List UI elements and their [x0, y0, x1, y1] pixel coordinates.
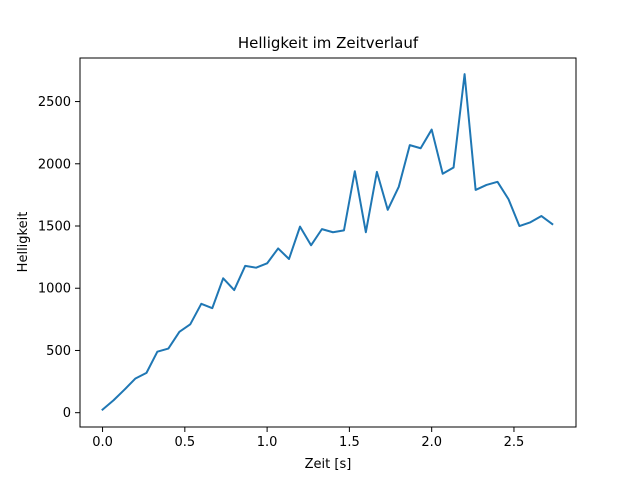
x-tick-label: 2.0 [421, 435, 442, 450]
y-tick-label: 2000 [38, 157, 71, 172]
x-tick-label: 1.5 [339, 435, 360, 450]
y-tick-label: 1000 [38, 282, 71, 297]
x-tick-label: 1.0 [257, 435, 278, 450]
y-axis-label: Helligkeit [16, 212, 31, 273]
x-tick-label: 0.0 [92, 435, 113, 450]
y-tick-label: 500 [46, 344, 71, 359]
y-tick-label: 1500 [38, 220, 71, 235]
x-tick-label: 2.5 [504, 435, 525, 450]
plot-frame [79, 57, 577, 428]
chart-title: Helligkeit im Zeitverlauf [238, 34, 419, 52]
plot-area: 0.0 0.5 1.0 1.5 2.0 2.5 0 500 1000 1500 2000 2500 [38, 57, 577, 450]
y-tick-label: 2500 [38, 95, 71, 110]
series-line-0 [101, 73, 554, 411]
x-axis-label: Zeit [s] [305, 457, 352, 472]
x-tick-label: 0.5 [174, 435, 195, 450]
y-tick-label: 0 [63, 406, 71, 421]
